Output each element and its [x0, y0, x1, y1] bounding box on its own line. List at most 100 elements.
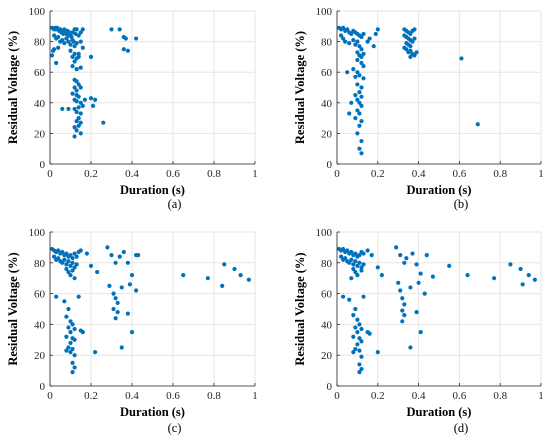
data-point [357, 111, 362, 116]
data-point [410, 39, 415, 44]
data-point [357, 89, 362, 95]
data-point [70, 360, 75, 365]
data-point [410, 251, 415, 256]
data-point [398, 288, 403, 293]
data-point [416, 280, 421, 285]
data-point [355, 108, 360, 113]
data-point [355, 263, 360, 268]
data-point [62, 299, 67, 304]
data-point [78, 248, 83, 253]
data-point [105, 245, 110, 250]
panel-a: 0 0.2 0.4 0.6 0.8 1 0 20 40 60 80 100 Duration (s) Re… [6, 6, 258, 211]
data-point [125, 311, 130, 316]
data-point [64, 314, 69, 319]
data-point [338, 33, 344, 38]
data-point [84, 251, 89, 256]
data-point [359, 103, 364, 108]
y-tick-label: 80 [321, 37, 333, 49]
data-point [367, 331, 372, 336]
data-point [357, 44, 362, 49]
data-point [338, 254, 344, 259]
data-point [355, 82, 360, 87]
data-point [72, 44, 77, 49]
data-points [336, 25, 480, 156]
data-point [115, 309, 120, 315]
data-point [408, 44, 413, 49]
data-point [101, 120, 106, 125]
data-point [351, 350, 356, 355]
data-point [121, 249, 126, 255]
data-point [375, 265, 380, 270]
data-point [68, 340, 73, 345]
data-point [367, 36, 372, 41]
data-point [347, 260, 352, 265]
data-point [359, 339, 364, 344]
data-point [355, 273, 360, 278]
data-point [72, 106, 77, 112]
data-point [359, 85, 364, 90]
data-point [78, 100, 83, 105]
x-tick-label: 0.2 [84, 168, 98, 180]
data-point [80, 103, 85, 108]
x-tick-label: 0 [334, 390, 340, 402]
data-point [74, 119, 79, 124]
y-axis-label: Residual Voltage (%) [6, 252, 20, 365]
data-point [74, 254, 79, 259]
data-point [121, 47, 126, 52]
y-tick-label: 0 [40, 159, 46, 171]
data-point [93, 97, 98, 102]
data-point [526, 273, 531, 278]
data-point [50, 48, 56, 53]
data-point [66, 269, 71, 275]
x-tick-label: 1 [538, 390, 544, 402]
data-point [76, 54, 81, 60]
data-point [355, 70, 360, 75]
data-point [76, 94, 81, 99]
data-point [64, 348, 69, 353]
x-tick-label: 0.4 [412, 390, 426, 402]
data-point [52, 33, 57, 38]
data-point [351, 37, 356, 43]
data-point [117, 27, 122, 32]
data-point [70, 54, 75, 60]
data-point [357, 100, 362, 105]
data-point [78, 39, 83, 44]
data-point [115, 300, 120, 305]
x-tick-label: 0.4 [125, 390, 139, 402]
data-point [347, 297, 352, 302]
data-point [72, 276, 77, 281]
data-point [355, 97, 360, 102]
data-point [78, 120, 83, 125]
data-point [129, 273, 135, 278]
data-point [70, 346, 75, 352]
x-axis-label: Duration (s) [407, 183, 472, 197]
data-point [353, 269, 358, 275]
data-point [475, 122, 480, 127]
data-point [72, 365, 77, 370]
data-point [66, 325, 71, 330]
data-point [76, 33, 81, 38]
data-point [400, 319, 405, 324]
x-tick-label: 1 [252, 390, 258, 402]
data-point [355, 342, 360, 347]
data-point [400, 296, 405, 301]
data-point [68, 350, 73, 355]
y-tick-label: 80 [34, 258, 46, 270]
data-point [72, 85, 77, 90]
data-point [68, 42, 73, 47]
data-points [49, 245, 251, 375]
data-point [134, 36, 139, 41]
data-point [359, 326, 364, 332]
data-point [379, 273, 384, 278]
data-point [64, 266, 69, 272]
data-point [64, 334, 69, 339]
data-point [357, 146, 362, 151]
y-tick-label: 0 [40, 381, 46, 393]
data-point [72, 353, 77, 358]
plot-area [50, 11, 255, 164]
data-point [351, 262, 356, 267]
data-point [70, 268, 75, 273]
data-point [357, 348, 362, 353]
data-point [418, 271, 423, 276]
data-point [123, 36, 128, 41]
